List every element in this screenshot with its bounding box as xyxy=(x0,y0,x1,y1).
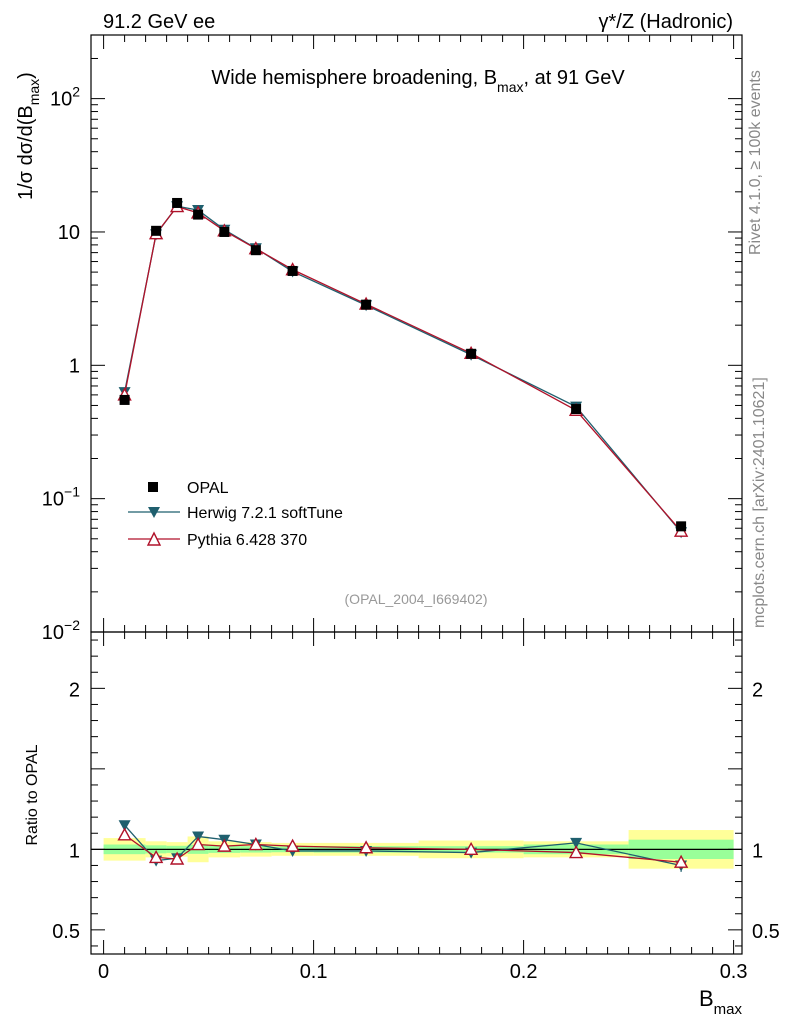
ratio-pythia-point xyxy=(117,827,132,841)
main-y-axis-label: 1/σ dσ/d(Bmax) xyxy=(15,72,42,200)
ratio-herwig-point xyxy=(192,831,205,843)
ratio-y-ticks: 0.5 0.5 1 1 2 2 xyxy=(52,639,780,947)
ratio-plot-area: 0 0.1 0.2 0.30.5 0.51 12 2 xyxy=(52,632,780,983)
ratio-x-tick-label: 0.1 xyxy=(300,961,328,983)
ratio-panel: 0 0.1 0.2 0.30.5 0.51 12 2 Ratio to OPAL Bmax xyxy=(24,631,780,1018)
rivet-label: Rivet 4.1.0, ≥ 100k events xyxy=(747,70,764,255)
legend: OPAL Herwig 7.2.1 softTune Pythia 6.428 … xyxy=(128,480,343,549)
analysis-tag: (OPAL_2004_I669402) xyxy=(345,591,488,607)
main-y-tick-label: 102 xyxy=(50,84,80,111)
x-axis-label: Bmax xyxy=(699,986,743,1018)
legend-marker-opal xyxy=(148,482,158,492)
main-y-tick-label: 10−2 xyxy=(42,617,80,644)
ratio-pythia-point xyxy=(568,845,584,859)
ratio-pythia-point xyxy=(148,849,164,864)
opal-point xyxy=(219,226,230,237)
ratio-y-tick-label-right: 1 xyxy=(752,840,763,862)
ratio-y-tick-label-right: 0.5 xyxy=(752,921,780,943)
ratio-y-tick-label: 0.5 xyxy=(52,921,80,943)
legend-label-pythia: Pythia 6.428 370 xyxy=(187,532,307,549)
ratio-pythia-point xyxy=(248,837,264,851)
ratio-y-tick-label: 1 xyxy=(69,840,80,862)
opal-point xyxy=(676,521,687,532)
main-y-tick-label: 10 xyxy=(58,222,80,244)
opal-point xyxy=(172,197,183,208)
main-panel: 10−2 10−1 1 10 102 Wide hemisphere broadenin… xyxy=(15,34,743,644)
opal-point xyxy=(466,348,477,359)
legend-label-herwig: Herwig 7.2.1 softTune xyxy=(187,505,343,522)
ratio-pythia-point xyxy=(190,837,206,851)
legend-marker-pythia xyxy=(146,531,162,546)
series-opal xyxy=(119,197,687,532)
opal-point xyxy=(193,209,204,220)
main-y-tick-label: 1 xyxy=(69,355,80,377)
ratio-series-pythia xyxy=(117,827,689,869)
main-title: Wide hemisphere broadening, Bmax, at 91 … xyxy=(211,67,625,95)
ratio-pythia-point xyxy=(463,841,479,856)
ratio-y-tick-label-right: 2 xyxy=(752,679,763,701)
ratio-x-tick-label: 0.3 xyxy=(720,961,748,983)
legend-label-opal: OPAL xyxy=(187,480,229,497)
opal-point xyxy=(119,394,130,405)
opal-point xyxy=(250,245,261,256)
opal-point xyxy=(571,404,582,415)
opal-point xyxy=(287,265,298,276)
ratio-y-tick-label: 2 xyxy=(69,679,80,701)
process-label: γ*/Z (Hadronic) xyxy=(599,11,733,33)
opal-point xyxy=(151,225,162,236)
main-plot-area: 10−2 10−1 1 10 102 xyxy=(42,34,742,644)
ratio-x-tick-label: 0 xyxy=(98,961,109,983)
ratio-x-ticks: 0 0.1 0.2 0.3 xyxy=(98,632,748,983)
main-y-tick-label: 10−1 xyxy=(42,484,80,511)
main-y-ticks: 10−2 10−1 1 10 102 xyxy=(42,34,742,644)
ratio-pythia-point xyxy=(285,838,300,852)
legend-marker-herwig xyxy=(148,507,160,518)
ratio-frame xyxy=(90,631,743,955)
ratio-y-axis-label: Ratio to OPAL xyxy=(24,744,41,845)
ratio-pythia-point xyxy=(673,854,689,868)
ratio-pythia-point xyxy=(358,840,374,854)
mcplots-label: mcplots.cern.ch [arXiv:2401.10621] xyxy=(751,377,768,628)
main-x-ticks xyxy=(103,35,735,632)
ratio-herwig-point xyxy=(118,820,131,832)
ratio-herwig-point xyxy=(570,837,583,849)
ratio-x-tick-label: 0.2 xyxy=(510,961,538,983)
opal-point xyxy=(361,299,372,310)
ratio-pythia-point xyxy=(169,851,185,865)
energy-label: 91.2 GeV ee xyxy=(103,11,215,33)
ratio-pythia-point xyxy=(217,838,232,852)
